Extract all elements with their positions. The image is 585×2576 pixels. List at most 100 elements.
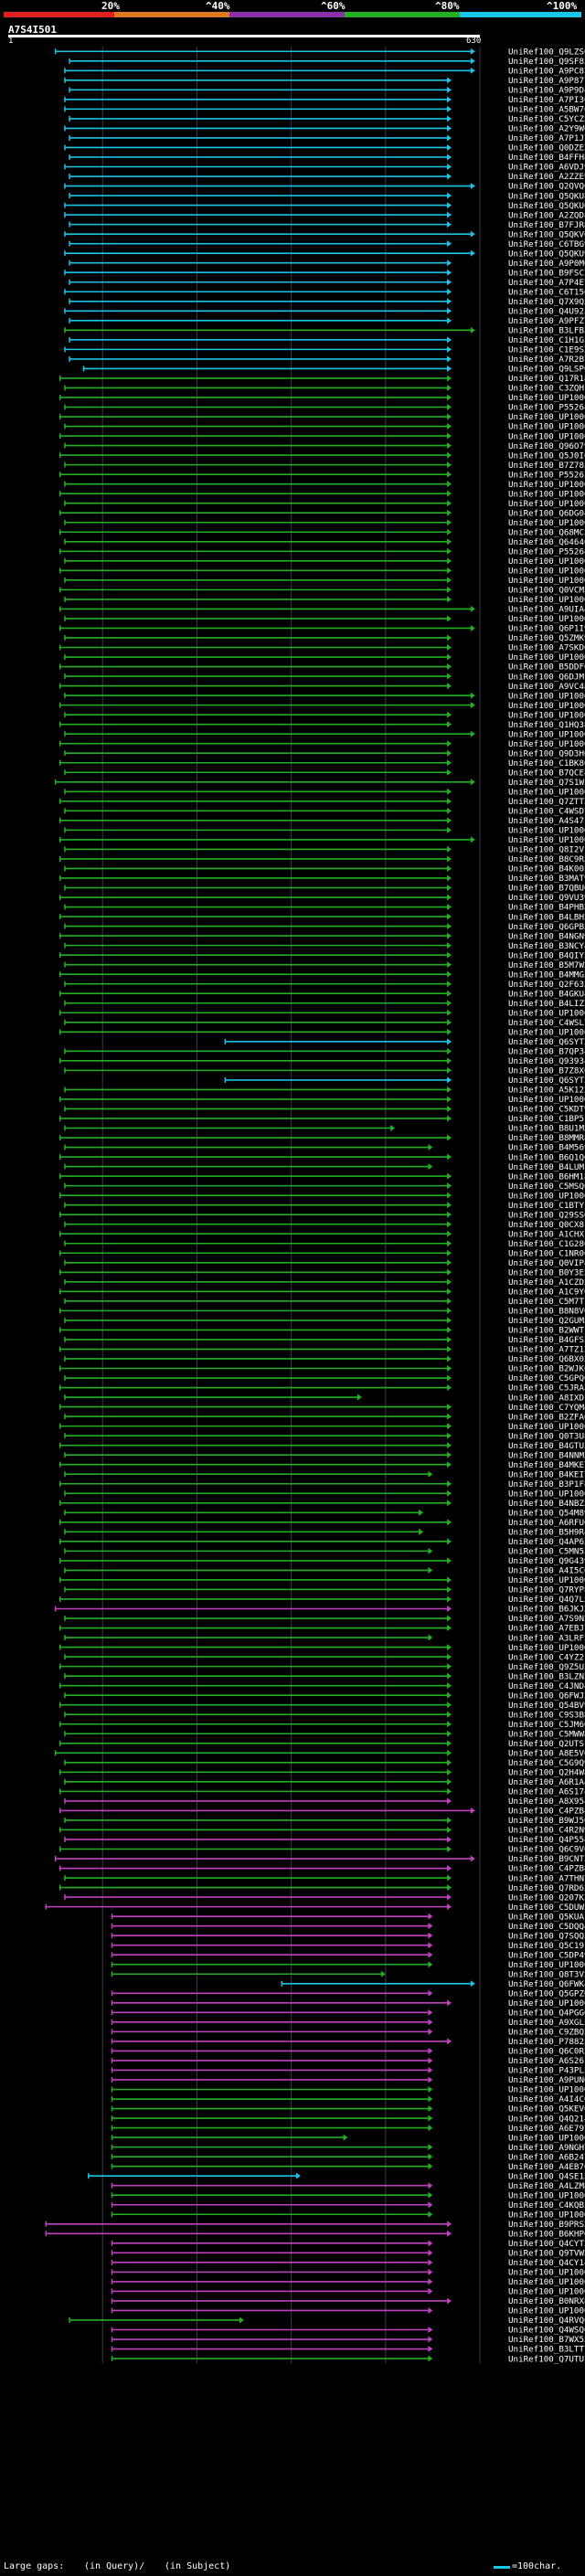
hit-row[interactable]: UniRef100_A3LRF5 — [64, 1633, 585, 1643]
hit-row[interactable]: UniRef100_Q9TVW2 — [111, 2249, 585, 2259]
hit-label[interactable]: UniRef100_UP1000... — [508, 739, 585, 749]
hit-label[interactable]: UniRef100_UP1000... — [508, 480, 585, 490]
hit-row[interactable]: UniRef100_Q4Q7L5 — [59, 1595, 585, 1605]
hit-row[interactable]: UniRef100_C4YZ21 — [64, 1652, 585, 1662]
hit-label[interactable]: UniRef100_B4GFS3 — [508, 1335, 585, 1345]
hit-label[interactable]: UniRef100_Q9VU39 — [508, 893, 585, 903]
hit-label[interactable]: UniRef100_C5G9Q9 — [508, 1758, 585, 1768]
hit-label[interactable]: UniRef100_Q6C9V0 — [508, 1845, 585, 1855]
hit-label[interactable]: UniRef100_B4QIY5 — [508, 950, 585, 960]
hit-row[interactable]: UniRef100_C6TBG9 — [69, 239, 585, 249]
hit-row[interactable]: UniRef100_Q6C0R2 — [111, 2047, 585, 2057]
hit-label[interactable]: UniRef100_C1G280 — [508, 1239, 585, 1249]
hit-row[interactable]: UniRef100_Q9Z5U5 — [59, 1662, 585, 1672]
hit-row[interactable]: UniRef100_B7QP34 — [64, 1047, 585, 1057]
hit-label[interactable]: UniRef100_B6HM18 — [508, 1171, 585, 1182]
hit-row[interactable]: UniRef100_UP1000... — [59, 1008, 585, 1018]
hit-label[interactable]: UniRef100_Q17R18 — [508, 374, 585, 384]
hit-row[interactable]: UniRef100_Q6C9V0 — [59, 1845, 585, 1855]
hit-row[interactable]: UniRef100_A6S174 — [59, 1787, 585, 1797]
hit-label[interactable]: UniRef100_A9XGL5 — [508, 2018, 585, 2028]
hit-label[interactable]: UniRef100_B3P1F8 — [508, 1479, 585, 1489]
hit-label[interactable]: UniRef100_B3LFB3 — [508, 326, 585, 336]
hit-label[interactable]: UniRef100_Q6SYT2 — [508, 1037, 585, 1047]
hit-row[interactable]: UniRef100_B8C9R3 — [59, 854, 585, 864]
hit-row[interactable]: UniRef100_UP1000... — [64, 499, 585, 509]
hit-row[interactable]: UniRef100_B5M7W2 — [64, 960, 585, 970]
hit-label[interactable]: UniRef100_C4JND4 — [508, 1681, 585, 1691]
hit-label[interactable]: UniRef100_A9PC83 — [508, 67, 585, 77]
hit-row[interactable]: UniRef100_Q4P554 — [64, 1835, 585, 1845]
hit-row[interactable]: UniRef100_B4PHB3 — [64, 903, 585, 913]
hit-row[interactable]: UniRef100_B9PRS2 — [45, 2220, 585, 2230]
hit-label[interactable]: UniRef100_B4LUM1 — [508, 1162, 585, 1172]
hit-label[interactable]: UniRef100_B4K005 — [508, 864, 585, 875]
hit-row[interactable]: UniRef100_Q7UTU1 — [111, 2354, 585, 2364]
hit-label[interactable]: UniRef100_A4S471 — [508, 816, 585, 826]
hit-label[interactable]: UniRef100_Q5ZMK9 — [508, 633, 585, 643]
hit-label[interactable]: UniRef100_Q8T3V5 — [508, 1969, 585, 1979]
hit-label[interactable]: UniRef100_Q4Q7L5 — [508, 1595, 585, 1605]
hit-row[interactable]: UniRef100_B4GTU5 — [59, 1441, 585, 1451]
hit-row[interactable]: UniRef100_B0Y3E5 — [59, 1268, 585, 1278]
hit-label[interactable]: UniRef100_B3LTT7 — [508, 2345, 585, 2355]
hit-label[interactable]: UniRef100_B4GTU5 — [508, 1441, 585, 1451]
hit-label[interactable]: UniRef100_Q4Q214 — [508, 2114, 585, 2124]
hit-label[interactable]: UniRef100_C5DUW5 — [508, 1903, 585, 1913]
hit-label[interactable]: UniRef100_A7THN7 — [508, 1873, 585, 1883]
hit-row[interactable]: UniRef100_Q6DJM1 — [64, 672, 585, 682]
hit-row[interactable]: UniRef100_UP1000... — [111, 1998, 585, 2009]
hit-label[interactable]: UniRef100_B3MAT9 — [508, 874, 585, 884]
hit-row[interactable]: UniRef100_A9P0M6 — [69, 259, 585, 269]
hit-row[interactable]: UniRef100_P55264-2 — [64, 403, 585, 413]
hit-row[interactable]: UniRef100_UP1000... — [59, 393, 585, 403]
hit-label[interactable]: UniRef100_Q6GPB5 — [508, 922, 585, 932]
hit-label[interactable]: UniRef100_Q207K3 — [508, 1892, 585, 1903]
hit-label[interactable]: UniRef100_B7QP34 — [508, 1047, 585, 1057]
hit-row[interactable]: UniRef100_Q7RYP8 — [64, 1585, 585, 1595]
hit-row[interactable]: UniRef100_Q6P1I9 — [59, 624, 585, 634]
hit-label[interactable]: UniRef100_C7YQM4 — [508, 1403, 585, 1413]
hit-label[interactable]: UniRef100_C1BP51 — [508, 1114, 585, 1124]
hit-row[interactable]: UniRef100_B6Q1Q0 — [59, 1152, 585, 1162]
hit-label[interactable]: UniRef100_C4PZB8 — [508, 1864, 585, 1874]
hit-label[interactable]: UniRef100_Q6C0R2 — [508, 2047, 585, 2057]
hit-label[interactable]: UniRef100_A7P4E7 — [508, 278, 585, 288]
hit-label[interactable]: UniRef100_UP1000... — [508, 2268, 585, 2278]
hit-label[interactable]: UniRef100_B2WWT1 — [508, 1326, 585, 1336]
hit-label[interactable]: UniRef100_B9FSC2 — [508, 268, 585, 278]
hit-label[interactable]: UniRef100_Q7SQQ3 — [508, 1931, 585, 1941]
hit-row[interactable]: UniRef100_C1BK86 — [59, 758, 585, 769]
hit-row[interactable]: UniRef100_A6S261 — [111, 2056, 585, 2066]
hit-label[interactable]: UniRef100_B5DDF0 — [508, 663, 585, 673]
hit-row[interactable]: UniRef100_B9CNT3 — [54, 1854, 585, 1864]
hit-row[interactable]: UniRef100_UP1000... — [64, 1489, 585, 1499]
hit-label[interactable]: UniRef100_B5M7W2 — [508, 960, 585, 970]
hit-row[interactable]: UniRef100_C5G9Q9 — [64, 1758, 585, 1768]
hit-row[interactable]: UniRef100_UP1000... — [59, 835, 585, 845]
hit-label[interactable]: UniRef100_A7P1J7 — [508, 133, 585, 143]
hit-row[interactable]: UniRef100_A7P4E7 — [69, 278, 585, 288]
hit-row[interactable]: UniRef100_A4S471 — [59, 816, 585, 826]
hit-row[interactable]: UniRef100_A9VC48 — [59, 682, 585, 692]
hit-label[interactable]: UniRef100_UP1000... — [508, 710, 585, 720]
hit-row[interactable]: UniRef100_B4MMG5 — [59, 970, 585, 980]
hit-row[interactable]: UniRef100_Q7S1W1 — [54, 778, 585, 788]
hit-label[interactable]: UniRef100_Q2F635 — [508, 980, 585, 990]
hit-row[interactable]: UniRef100_Q5QKV0 — [64, 229, 585, 239]
hit-row[interactable]: UniRef100_Q9LZS0 — [54, 47, 585, 57]
hit-row[interactable]: UniRef100_Q4PGG6 — [111, 2009, 585, 2019]
hit-label[interactable]: UniRef100_Q7UTU1 — [508, 2354, 585, 2364]
hit-label[interactable]: UniRef100_Q5J0I0 — [508, 451, 585, 461]
hit-label[interactable]: UniRef100_Q6P1I9 — [508, 624, 585, 634]
hit-label[interactable]: UniRef100_B7FJR8 — [508, 220, 585, 230]
hit-label[interactable]: UniRef100_B8N8V0 — [508, 1307, 585, 1317]
hit-label[interactable]: UniRef100_A9P0M6 — [508, 259, 585, 269]
hit-label[interactable]: UniRef100_Q9G439 — [508, 1556, 585, 1566]
hit-row[interactable]: UniRef100_B4KEI7 — [64, 1469, 585, 1479]
hit-row[interactable]: UniRef100_A6B247 — [111, 2152, 585, 2162]
hit-label[interactable]: UniRef100_Q9Z5U5 — [508, 1662, 585, 1672]
hit-row[interactable]: UniRef100_UP1000... — [59, 431, 585, 441]
hit-row[interactable]: UniRef100_A8IXD1 — [64, 1393, 585, 1403]
hit-row[interactable]: UniRef100_C9ZBQ2 — [111, 2028, 585, 2038]
